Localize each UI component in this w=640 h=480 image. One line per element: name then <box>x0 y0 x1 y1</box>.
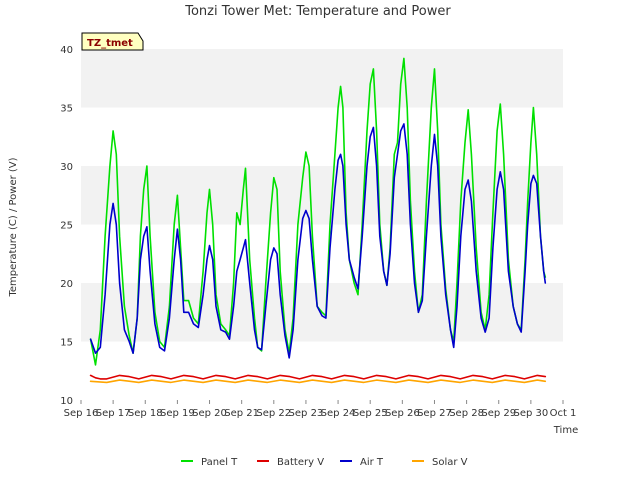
x-tick-label: Sep 21 <box>224 408 259 419</box>
y-tick-label: 35 <box>60 104 73 115</box>
x-tick-label: Sep 23 <box>289 408 324 419</box>
x-tick-label: Sep 30 <box>513 408 548 419</box>
grid-bands <box>81 49 563 400</box>
x-tick-label: Sep 25 <box>353 408 388 419</box>
x-tick-label: Sep 20 <box>192 408 227 419</box>
series-line-air-t <box>89 123 547 359</box>
y-tick-label: 10 <box>60 396 73 407</box>
y-tick-label: 40 <box>60 45 73 56</box>
chart-title: Tonzi Tower Met: Temperature and Power <box>184 4 451 19</box>
x-tick-label: Sep 24 <box>321 408 356 419</box>
legend: Panel T Battery V Air T Solar V <box>181 457 468 468</box>
y-axis-label: Temperature (C) / Power (V) <box>8 157 19 297</box>
series-line-solar-v <box>89 379 547 384</box>
x-tick-label: Sep 16 <box>64 408 99 419</box>
legend-label-solar-v: Solar V <box>432 457 468 468</box>
station-badge-label: TZ_tmet <box>87 38 133 49</box>
legend-label-battery-v: Battery V <box>277 457 324 468</box>
grid-band <box>81 166 563 225</box>
x-tick-label: Sep 27 <box>417 408 452 419</box>
legend-label-panel-t: Panel T <box>201 457 238 468</box>
x-tick-label: Sep 17 <box>96 408 131 419</box>
x-tick-label: Sep 22 <box>256 408 291 419</box>
x-axis-label: Time <box>553 425 578 436</box>
y-tick-label: 30 <box>60 162 73 173</box>
grid-band <box>81 107 563 166</box>
y-tick-label: 20 <box>60 279 73 290</box>
series-lines <box>89 57 547 384</box>
x-tick-label: Oct 1 <box>550 408 577 419</box>
x-tick-label: Sep 28 <box>449 408 484 419</box>
station-badge-box <box>81 32 144 51</box>
x-tick-label: Sep 29 <box>481 408 516 419</box>
x-tick-label: Sep 26 <box>385 408 420 419</box>
grid-band <box>81 49 563 108</box>
y-tick-label: 15 <box>60 338 73 349</box>
x-tick-label: Sep 19 <box>160 408 195 419</box>
legend-label-air-t: Air T <box>360 457 384 468</box>
series-line-battery-v <box>89 374 547 380</box>
station-badge: TZ_tmet <box>81 32 144 51</box>
grid-band <box>81 224 563 283</box>
grid-band <box>81 341 563 400</box>
y-tick-label: 25 <box>60 221 73 232</box>
x-tick-label: Sep 18 <box>128 408 163 419</box>
y-ticks: 10 15 20 25 30 35 40 <box>60 45 73 407</box>
